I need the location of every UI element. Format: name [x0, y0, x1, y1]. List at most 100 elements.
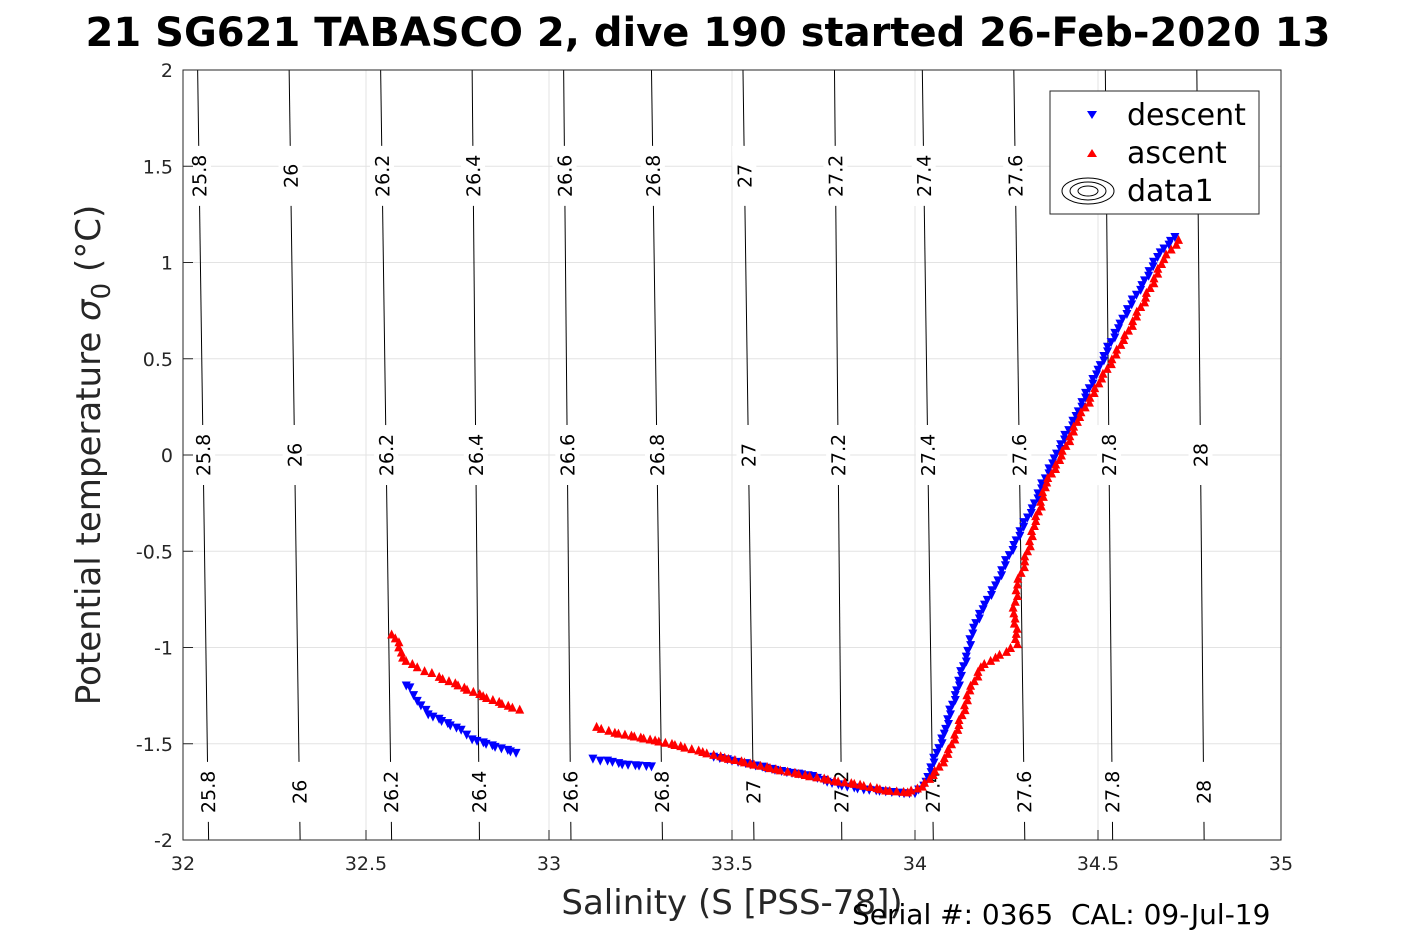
point-descent — [607, 757, 617, 767]
point-descent — [986, 591, 996, 601]
point-ascent — [1019, 562, 1029, 572]
point-descent — [1149, 257, 1159, 267]
point-ascent — [1149, 278, 1159, 288]
point-ascent — [1153, 263, 1163, 273]
point-ascent — [1069, 421, 1079, 431]
point-descent — [961, 657, 971, 667]
point-ascent — [427, 668, 437, 678]
contour-label-bg — [829, 761, 854, 822]
point-ascent — [930, 765, 940, 775]
point-ascent — [979, 659, 989, 669]
contour-label: 26.2 — [381, 771, 404, 814]
y-label-symbol: σ — [69, 298, 109, 321]
point-ascent — [1098, 368, 1108, 378]
point-ascent — [1089, 387, 1099, 397]
point-ascent — [962, 695, 972, 705]
contour-label: 26.8 — [647, 434, 670, 477]
point-descent — [1144, 267, 1154, 277]
point-descent — [472, 736, 482, 746]
point-ascent — [943, 744, 953, 754]
point-ascent — [1034, 506, 1044, 516]
point-ascent — [960, 705, 970, 715]
point-ascent — [1094, 378, 1104, 388]
contour-label: 27.8 — [1099, 434, 1121, 477]
point-ascent — [950, 729, 960, 739]
y-tick-label: 2 — [161, 60, 173, 82]
point-descent — [1122, 309, 1132, 319]
point-ascent — [1149, 273, 1159, 283]
point-ascent — [620, 729, 630, 739]
point-descent — [462, 730, 472, 740]
point-ascent — [1097, 373, 1107, 383]
point-ascent — [1012, 579, 1022, 589]
contour-label: 27.4 — [914, 155, 937, 198]
point-descent — [929, 753, 939, 763]
point-descent — [1008, 546, 1018, 556]
point-descent — [993, 576, 1003, 586]
point-descent — [946, 710, 956, 720]
contour-label-bg — [369, 145, 395, 207]
contour-label: 26.2 — [372, 155, 395, 198]
point-descent — [595, 756, 605, 766]
axis-ticks: 32 32.5 33 33.5 34 34.5 35 -2 -1.5 -1 -0.5 0 0.5 1 1.5… — [136, 60, 1293, 875]
point-ascent — [1111, 349, 1121, 359]
point-descent — [929, 758, 939, 768]
contour-label-bg — [740, 761, 766, 823]
point-ascent — [966, 680, 976, 690]
point-ascent — [639, 733, 649, 743]
point-ascent — [1085, 392, 1095, 402]
contour-label-bg — [1002, 145, 1028, 207]
contour-label: 27 — [743, 780, 765, 804]
point-ascent — [749, 759, 759, 769]
point-descent — [1081, 388, 1091, 398]
contour-label-bg — [558, 761, 583, 822]
point-ascent — [875, 784, 885, 794]
contour-label-bg — [552, 145, 577, 206]
point-ascent — [515, 704, 525, 714]
point-ascent — [892, 786, 902, 796]
point-ascent — [1065, 431, 1075, 441]
point-ascent — [1127, 320, 1137, 330]
point-ascent — [1166, 244, 1176, 254]
contour-label: 26.6 — [554, 155, 576, 198]
point-ascent — [1153, 268, 1163, 278]
point-ascent — [962, 690, 972, 700]
y-tick-label: 0.5 — [143, 349, 173, 371]
point-descent — [926, 763, 936, 773]
point-ascent — [1009, 608, 1019, 618]
contour-label: 25.8 — [189, 155, 212, 198]
point-ascent — [394, 637, 404, 647]
point-ascent — [1112, 344, 1122, 354]
point-ascent — [1124, 325, 1133, 335]
point-ascent — [934, 761, 944, 771]
point-ascent — [756, 760, 766, 770]
contour-label-bg — [1191, 761, 1216, 822]
point-descent — [1029, 499, 1039, 509]
point-ascent — [1069, 426, 1079, 436]
contour-label: 27.6 — [1014, 771, 1037, 814]
point-ascent — [973, 666, 983, 676]
y-axis-label: Potential temperature σ0 (°C) — [69, 205, 117, 705]
point-ascent — [1038, 491, 1048, 501]
point-ascent — [1171, 239, 1181, 249]
point-ascent — [1141, 292, 1151, 302]
legend-box — [1049, 90, 1260, 215]
contour-label-bg — [1188, 424, 1213, 486]
point-ascent — [1010, 596, 1020, 606]
x-tick-label: 34 — [903, 853, 927, 875]
point-ascent — [1027, 526, 1037, 536]
point-ascent — [1132, 306, 1142, 316]
contour-label: 27.8 — [1102, 771, 1124, 814]
point-descent — [634, 761, 644, 771]
point-descent — [1019, 518, 1029, 528]
point-ascent — [1029, 521, 1039, 531]
point-descent — [1159, 244, 1169, 254]
point-descent — [1103, 347, 1113, 357]
point-descent — [1165, 236, 1175, 246]
point-descent — [982, 595, 992, 605]
point-ascent — [412, 662, 422, 672]
point-ascent — [1011, 628, 1021, 638]
contour-label-bg — [915, 424, 941, 486]
point-descent — [1103, 342, 1113, 352]
point-ascent — [1016, 567, 1026, 577]
